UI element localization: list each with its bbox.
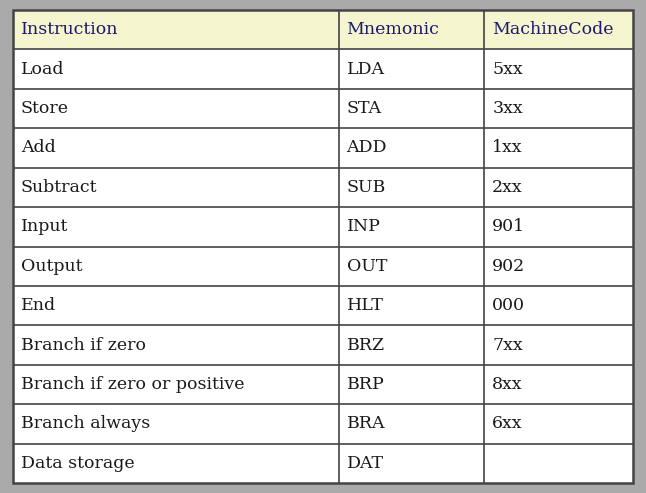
Text: Add: Add — [21, 140, 56, 156]
Text: Data storage: Data storage — [21, 455, 134, 472]
Text: Mnemonic: Mnemonic — [346, 21, 439, 38]
Text: ADD: ADD — [346, 140, 387, 156]
Text: 1xx: 1xx — [492, 140, 523, 156]
Text: 8xx: 8xx — [492, 376, 523, 393]
Text: BRP: BRP — [346, 376, 384, 393]
Text: 5xx: 5xx — [492, 61, 523, 77]
Text: 901: 901 — [492, 218, 525, 235]
Text: HLT: HLT — [346, 297, 383, 314]
Text: 2xx: 2xx — [492, 179, 523, 196]
Text: BRZ: BRZ — [346, 337, 384, 353]
Text: INP: INP — [346, 218, 380, 235]
Text: 902: 902 — [492, 258, 525, 275]
Text: 000: 000 — [492, 297, 525, 314]
Text: OUT: OUT — [346, 258, 387, 275]
Text: Branch always: Branch always — [21, 416, 151, 432]
Text: End: End — [21, 297, 56, 314]
Text: 3xx: 3xx — [492, 100, 523, 117]
Text: Input: Input — [21, 218, 68, 235]
Text: Load: Load — [21, 61, 65, 77]
Text: Output: Output — [21, 258, 83, 275]
Text: MachineCode: MachineCode — [492, 21, 614, 38]
Text: Branch if zero or positive: Branch if zero or positive — [21, 376, 244, 393]
Text: STA: STA — [346, 100, 382, 117]
Text: 7xx: 7xx — [492, 337, 523, 353]
Text: 6xx: 6xx — [492, 416, 523, 432]
Text: SUB: SUB — [346, 179, 386, 196]
Bar — [13, 10, 633, 49]
Text: LDA: LDA — [346, 61, 384, 77]
Text: Store: Store — [21, 100, 69, 117]
Text: Branch if zero: Branch if zero — [21, 337, 146, 353]
Text: Instruction: Instruction — [21, 21, 118, 38]
Text: DAT: DAT — [346, 455, 384, 472]
Text: BRA: BRA — [346, 416, 385, 432]
Text: Subtract: Subtract — [21, 179, 98, 196]
